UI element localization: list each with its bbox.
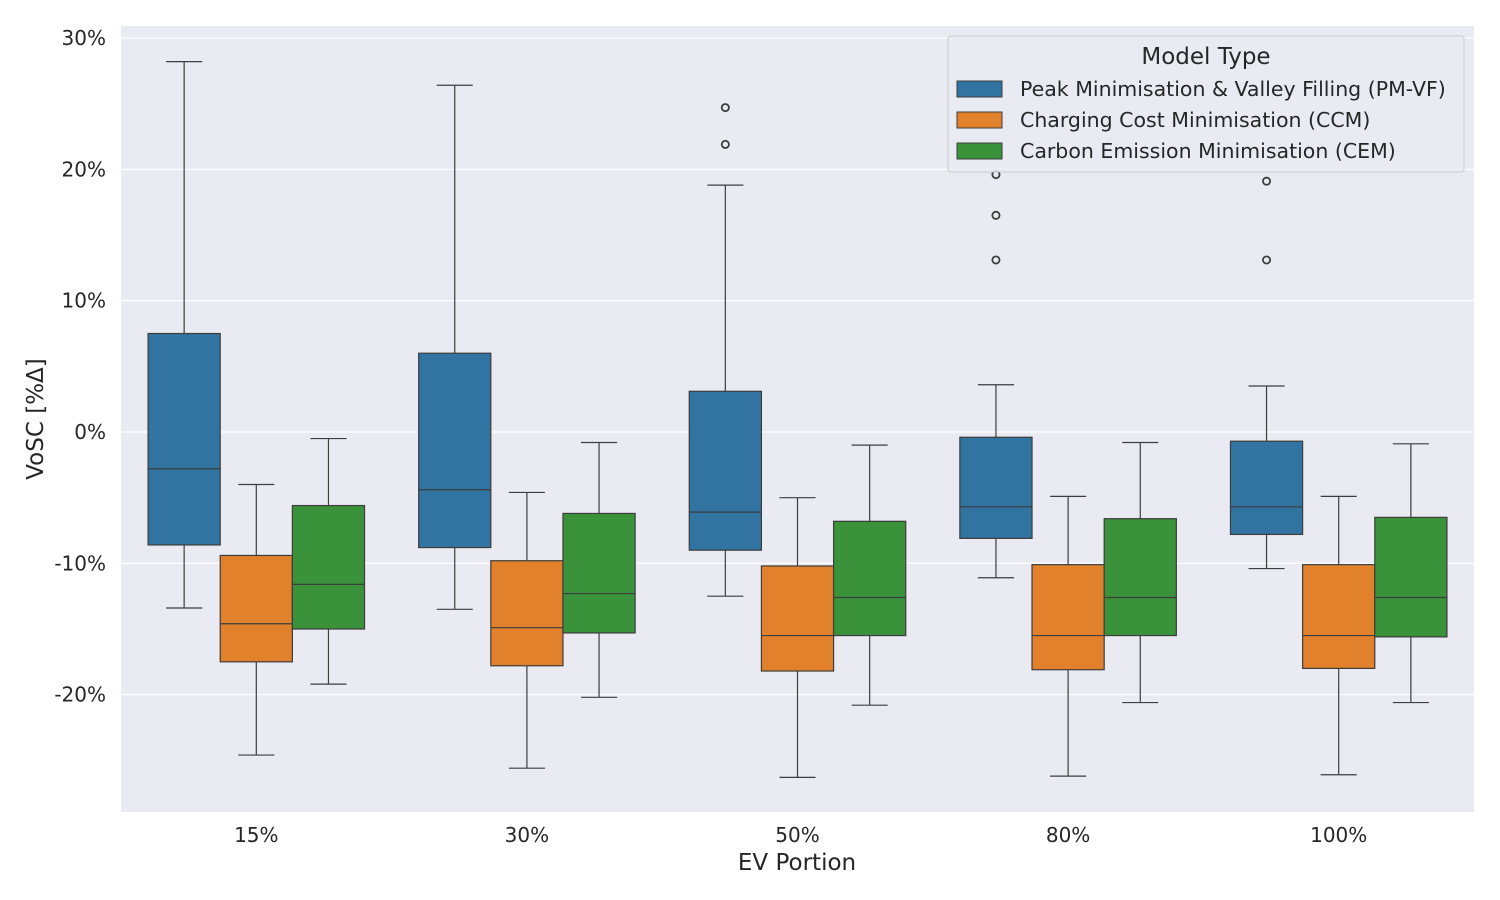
legend-label-ccm: Charging Cost Minimisation (CCM) — [1020, 108, 1370, 132]
outlier-point — [991, 210, 1001, 220]
box-iqr — [219, 554, 293, 663]
box-plot — [147, 61, 221, 609]
y-axis-label: VoSC [%Δ] — [23, 358, 49, 480]
x-tick-label: 15% — [234, 823, 278, 847]
box-plot — [1031, 495, 1105, 777]
legend-label-pmvf: Peak Minimisation & Valley Filling (PM-V… — [1020, 77, 1446, 101]
box-iqr — [1302, 564, 1376, 669]
outlier-point — [1262, 176, 1272, 186]
legend-swatch-pmvf — [956, 80, 1003, 98]
box-plot — [1302, 495, 1376, 776]
y-tick-labels: 30% 20% 10% 0% -10% -20% — [54, 26, 106, 707]
box-plot — [562, 441, 636, 698]
x-tick-label: 100% — [1310, 823, 1367, 847]
box-plot — [291, 437, 366, 685]
x-axis-label: EV Portion — [738, 850, 856, 876]
legend-swatch-ccm — [956, 111, 1003, 129]
box-iqr — [1374, 516, 1448, 638]
legend-label-cem: Carbon Emission Minimisation (CEM) — [1020, 139, 1396, 163]
box-iqr — [418, 352, 492, 549]
y-tick-label: 30% — [62, 26, 106, 50]
y-tick-label: 10% — [62, 289, 106, 313]
legend-title: Model Type — [1141, 44, 1270, 70]
box-iqr — [1031, 564, 1105, 671]
outlier-point — [720, 103, 730, 113]
x-tick-label: 50% — [775, 823, 819, 847]
y-tick-label: -20% — [54, 683, 106, 707]
y-tick-label: 20% — [62, 157, 106, 181]
box-iqr — [688, 390, 763, 551]
x-tick-label: 80% — [1046, 823, 1090, 847]
box-plot — [490, 491, 564, 769]
box-plots — [147, 61, 1448, 779]
box-iqr — [1103, 518, 1177, 637]
box-plot — [418, 84, 492, 610]
box-iqr — [760, 565, 835, 672]
box-plot — [760, 497, 835, 779]
outlier-point — [991, 255, 1001, 265]
x-tick-label: 30% — [505, 823, 549, 847]
box-iqr — [291, 504, 366, 630]
box-plot — [1103, 441, 1177, 704]
y-tick-label: -10% — [54, 551, 106, 575]
legend-swatch-cem — [956, 142, 1003, 160]
box-iqr — [562, 512, 636, 634]
legend-frame — [947, 35, 1465, 173]
box-plot — [832, 444, 907, 706]
y-tick-label: 0% — [74, 420, 106, 444]
box-plot — [1374, 443, 1448, 704]
box-iqr — [490, 560, 564, 667]
box-plot — [959, 170, 1033, 579]
box-plot — [1229, 176, 1304, 570]
box-iqr — [832, 520, 907, 637]
box-plot — [688, 103, 763, 597]
outlier-point — [1262, 255, 1272, 265]
legend: Model Type Peak Minimisation & Valley Fi… — [947, 35, 1465, 173]
box-iqr — [147, 332, 221, 546]
outlier-point — [720, 139, 730, 149]
x-tick-labels: 15% 30% 50% 80% 100% — [234, 823, 1367, 847]
box-iqr — [1229, 440, 1304, 536]
box-iqr — [959, 436, 1033, 539]
